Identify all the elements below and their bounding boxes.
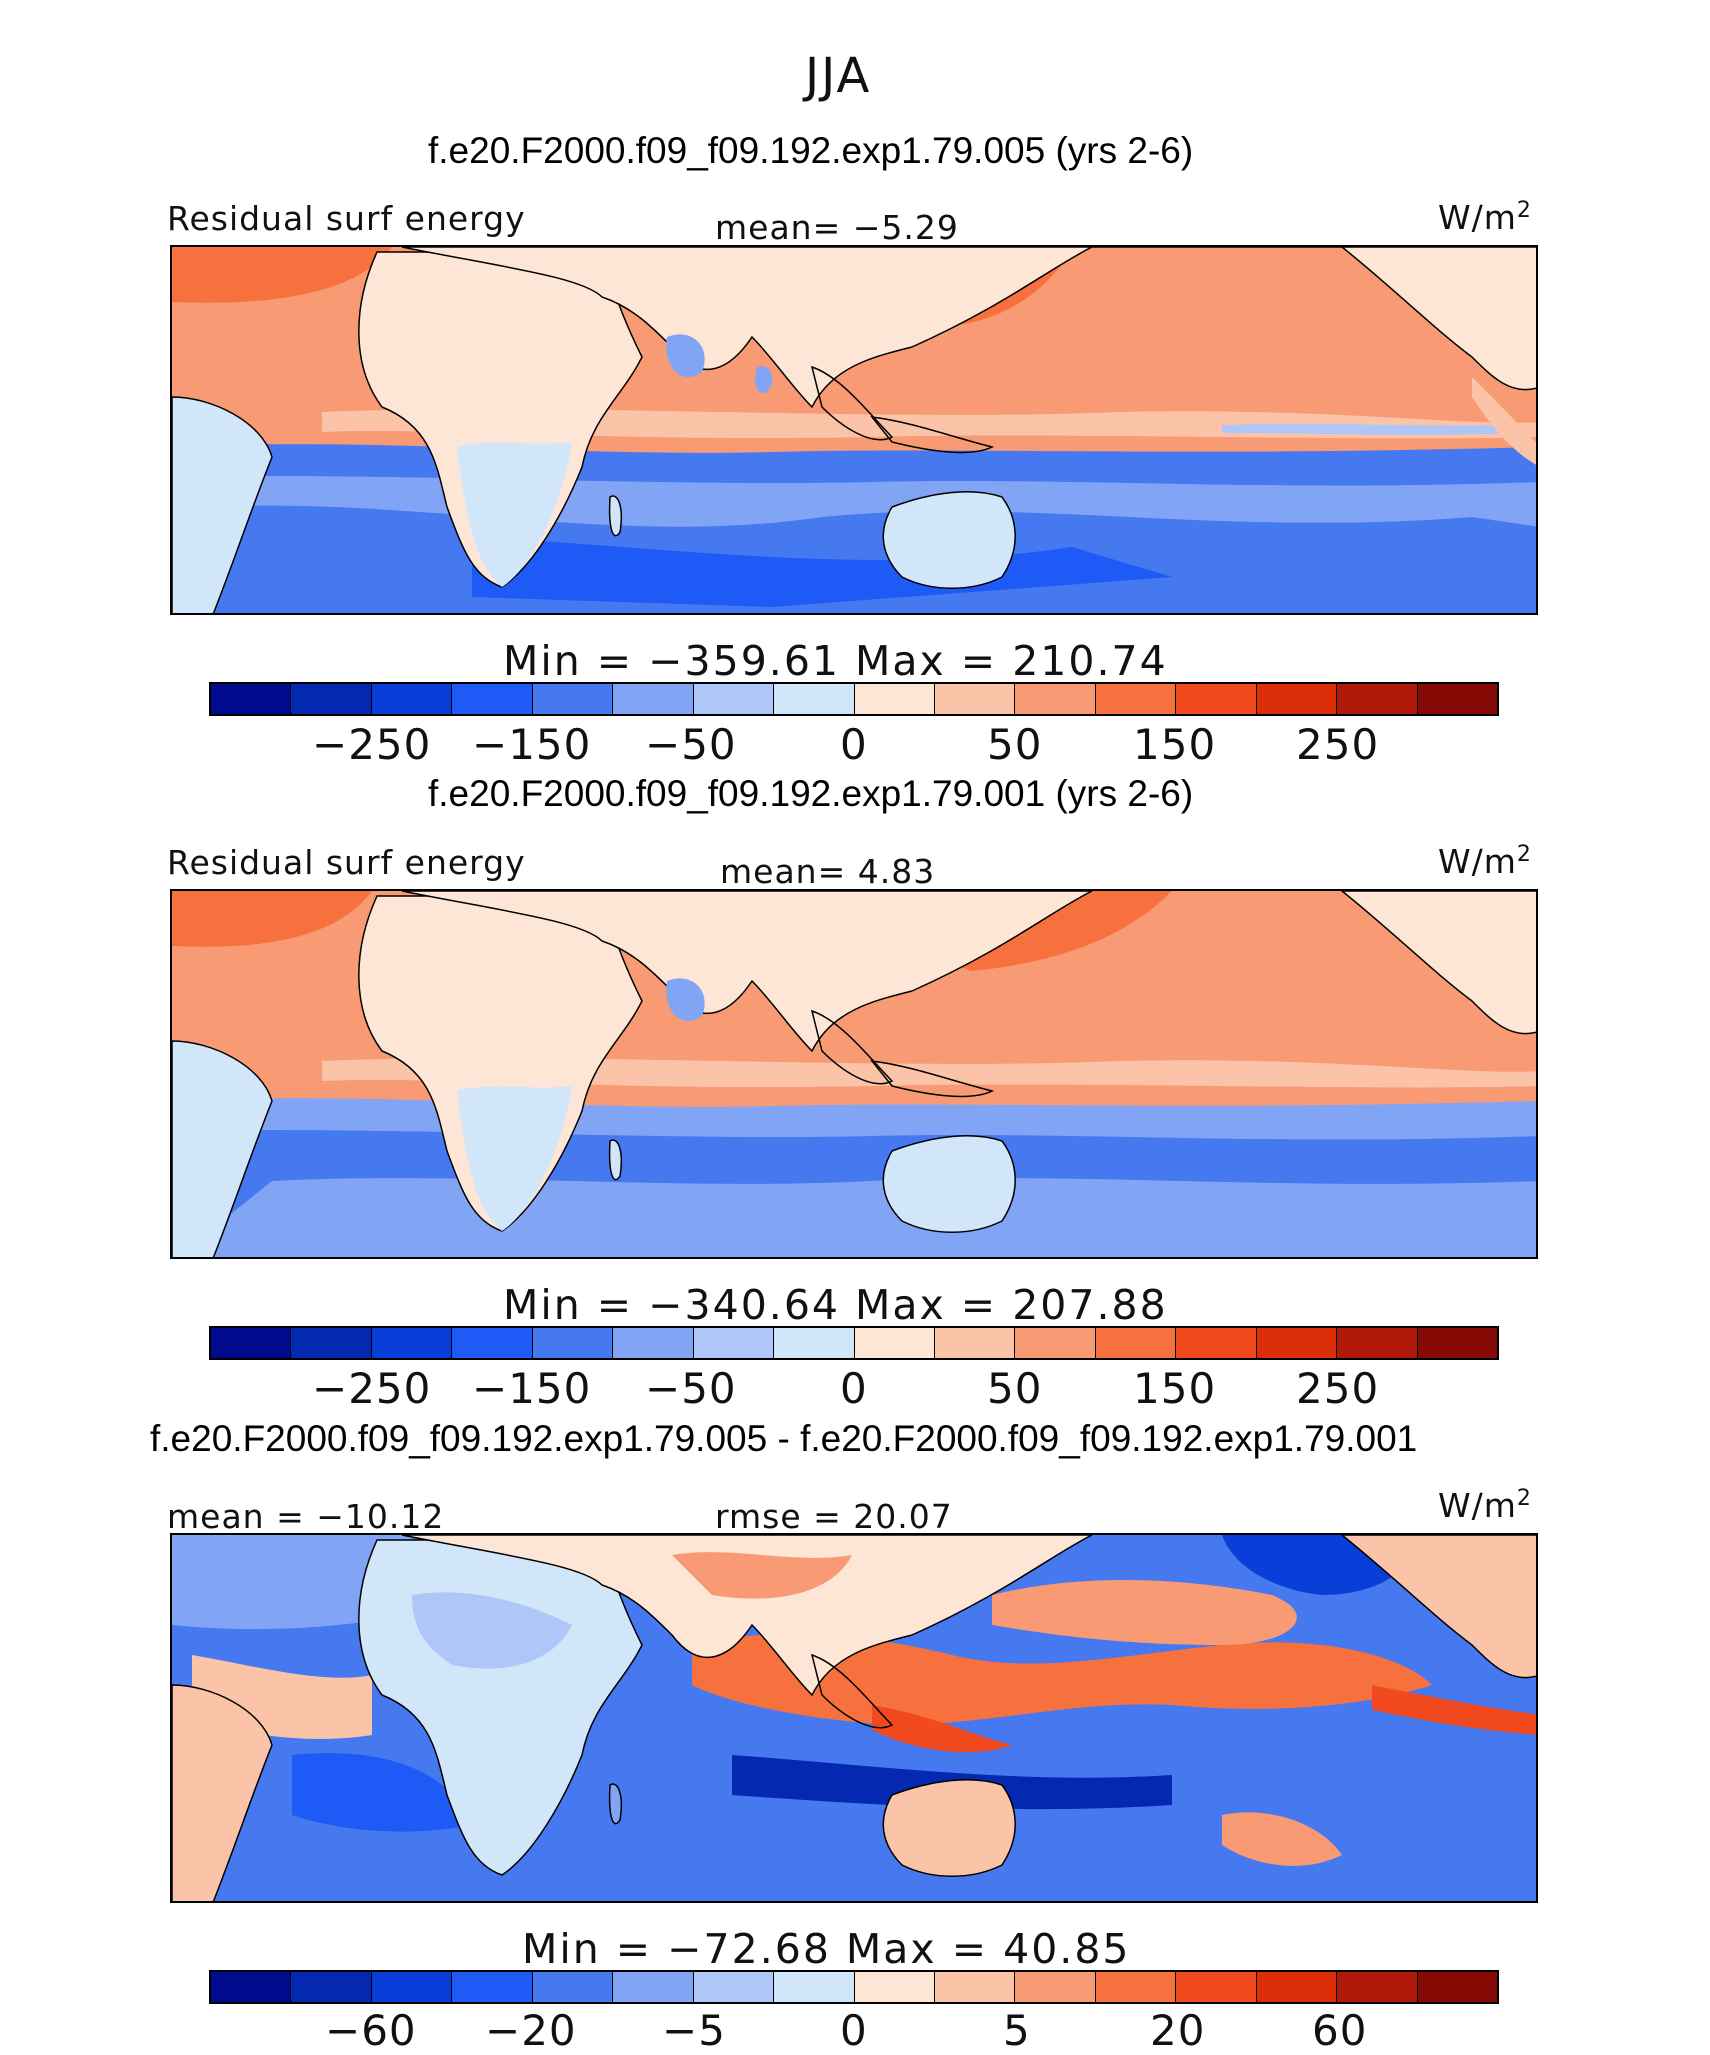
panel-2-mean-label: mean= 4.83 — [720, 852, 936, 891]
colorbar-bin — [371, 684, 453, 714]
panel-3-tick: −5 — [662, 2006, 726, 2055]
panel-1-tick: 50 — [987, 720, 1043, 769]
panel-3-rmse-label: rmse = 20.07 — [715, 1497, 953, 1536]
colorbar-bin — [1095, 1328, 1177, 1358]
panel-1-colorbar — [209, 682, 1499, 716]
panel-2-tick: 0 — [840, 1364, 868, 1413]
panel-3-units: W/m2 — [1438, 1486, 1532, 1525]
colorbar-bin — [693, 684, 775, 714]
colorbar-bin — [774, 1328, 855, 1358]
panel-3-colorbar — [209, 1970, 1499, 2004]
colorbar-bin — [693, 1328, 775, 1358]
colorbar-bin — [1176, 1328, 1257, 1358]
colorbar-bin — [1417, 1328, 1497, 1358]
colorbar-bin — [532, 684, 614, 714]
colorbar-bin — [452, 1972, 533, 2002]
colorbar-bin — [1417, 684, 1497, 714]
colorbar-bin — [211, 1328, 292, 1358]
panel-3-mean-label: mean = −10.12 — [167, 1497, 445, 1536]
colorbar-bin — [1256, 1328, 1338, 1358]
panel-3-tick: 5 — [1003, 2006, 1031, 2055]
panel-1-mean-label: mean= −5.29 — [715, 208, 959, 247]
colorbar-bin — [1176, 1972, 1257, 2002]
colorbar-bin — [934, 1328, 1016, 1358]
panel-3-tick: −60 — [325, 2006, 417, 2055]
colorbar-bin — [934, 1972, 1016, 2002]
colorbar-bin — [452, 1328, 533, 1358]
panel-3-map — [170, 1533, 1538, 1903]
colorbar-bin — [854, 1328, 935, 1358]
colorbar-bin — [854, 684, 935, 714]
panel-1-units: W/m2 — [1438, 198, 1532, 237]
panel-2-units: W/m2 — [1438, 842, 1532, 881]
colorbar-bin — [1015, 1972, 1096, 2002]
panel-1-title: f.e20.F2000.f09_f09.192.exp1.79.005 (yrs… — [428, 130, 1194, 171]
panel-2-tick: 50 — [987, 1364, 1043, 1413]
colorbar-bin — [1256, 684, 1338, 714]
panel-2-tick: 250 — [1296, 1364, 1380, 1413]
panel-1-map-field — [172, 247, 1536, 613]
panel-2-colorbar — [209, 1326, 1499, 1360]
panel-1-tick: 0 — [840, 720, 868, 769]
colorbar-bin — [613, 1972, 694, 2002]
panel-2-tick: 150 — [1133, 1364, 1217, 1413]
panel-2-left-label: Residual surf energy — [167, 843, 526, 882]
colorbar-bin — [693, 1972, 775, 2002]
panel-3-tick: −20 — [485, 2006, 577, 2055]
panel-2-tick: −50 — [645, 1364, 737, 1413]
panel-1-tick: −50 — [645, 720, 737, 769]
panel-1-left-label: Residual surf energy — [167, 199, 526, 238]
panel-2-stats: Min = −340.64 Max = 207.88 — [503, 1281, 1168, 1329]
panel-3-tick: 0 — [840, 2006, 868, 2055]
colorbar-bin — [613, 1328, 694, 1358]
panel-1-tick: 150 — [1133, 720, 1217, 769]
colorbar-bin — [1337, 684, 1418, 714]
colorbar-bin — [934, 684, 1016, 714]
colorbar-bin — [1015, 1328, 1096, 1358]
colorbar-bin — [1337, 1972, 1418, 2002]
colorbar-bin — [532, 1972, 614, 2002]
panel-3-tick: 60 — [1312, 2006, 1368, 2055]
panel-1-tick: −250 — [312, 720, 432, 769]
colorbar-bin — [532, 1328, 614, 1358]
colorbar-bin — [291, 1328, 372, 1358]
colorbar-bin — [1015, 684, 1096, 714]
panel-1-tick: 250 — [1296, 720, 1380, 769]
panel-2-tick: −150 — [472, 1364, 592, 1413]
panel-2-map — [170, 889, 1538, 1259]
colorbar-bin — [774, 684, 855, 714]
colorbar-bin — [291, 1972, 372, 2002]
panel-3-tick: 20 — [1150, 2006, 1206, 2055]
panel-1-stats: Min = −359.61 Max = 210.74 — [503, 637, 1168, 685]
panel-3-title: f.e20.F2000.f09_f09.192.exp1.79.005 - f.… — [150, 1418, 1418, 1459]
colorbar-bin — [1176, 684, 1257, 714]
colorbar-bin — [1256, 1972, 1338, 2002]
panel-2-map-field — [172, 891, 1536, 1257]
colorbar-bin — [211, 684, 292, 714]
panel-1-map — [170, 245, 1538, 615]
colorbar-bin — [211, 1972, 292, 2002]
colorbar-bin — [452, 684, 533, 714]
colorbar-bin — [613, 684, 694, 714]
colorbar-bin — [774, 1972, 855, 2002]
figure-title: JJA — [805, 48, 872, 104]
colorbar-bin — [291, 684, 372, 714]
colorbar-bin — [1095, 1972, 1177, 2002]
panel-1-tick: −150 — [472, 720, 592, 769]
panel-3-map-field — [172, 1535, 1536, 1901]
colorbar-bin — [371, 1972, 453, 2002]
panel-2-title: f.e20.F2000.f09_f09.192.exp1.79.001 (yrs… — [428, 773, 1194, 814]
panel-2-tick: −250 — [312, 1364, 432, 1413]
colorbar-bin — [1095, 684, 1177, 714]
panel-3-stats: Min = −72.68 Max = 40.85 — [522, 1925, 1131, 1973]
colorbar-bin — [1337, 1328, 1418, 1358]
colorbar-bin — [854, 1972, 935, 2002]
colorbar-bin — [1417, 1972, 1497, 2002]
colorbar-bin — [371, 1328, 453, 1358]
